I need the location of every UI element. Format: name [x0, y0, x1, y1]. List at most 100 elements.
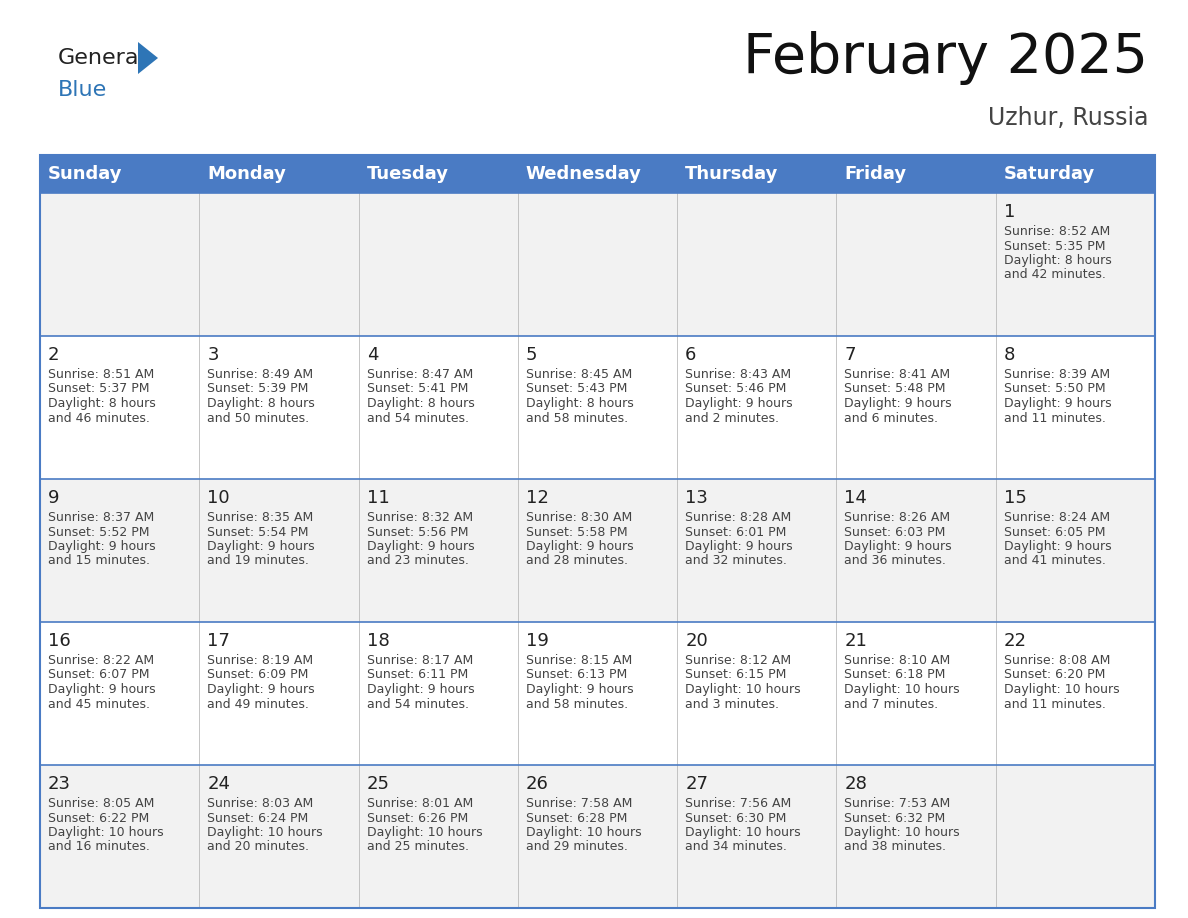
Text: Monday: Monday [207, 165, 286, 183]
Text: 10: 10 [207, 489, 230, 507]
Text: Sunrise: 8:24 AM: Sunrise: 8:24 AM [1004, 511, 1110, 524]
Text: Sunrise: 8:30 AM: Sunrise: 8:30 AM [526, 511, 632, 524]
Text: Daylight: 9 hours: Daylight: 9 hours [685, 540, 792, 553]
Text: 24: 24 [207, 775, 230, 793]
Text: and 28 minutes.: and 28 minutes. [526, 554, 627, 567]
Text: Sunrise: 8:32 AM: Sunrise: 8:32 AM [367, 511, 473, 524]
Text: Sunset: 6:26 PM: Sunset: 6:26 PM [367, 812, 468, 824]
Text: Sunset: 6:28 PM: Sunset: 6:28 PM [526, 812, 627, 824]
Bar [40, 336, 1155, 479]
Polygon shape [138, 42, 158, 74]
Text: and 11 minutes.: and 11 minutes. [1004, 698, 1106, 711]
Text: Sunset: 6:07 PM: Sunset: 6:07 PM [48, 668, 150, 681]
Text: Sunset: 6:13 PM: Sunset: 6:13 PM [526, 668, 627, 681]
Text: 1: 1 [1004, 203, 1015, 221]
Text: and 3 minutes.: and 3 minutes. [685, 698, 779, 711]
Text: Sunrise: 8:49 AM: Sunrise: 8:49 AM [207, 368, 314, 381]
Text: Daylight: 9 hours: Daylight: 9 hours [845, 540, 952, 553]
Text: Sunrise: 8:15 AM: Sunrise: 8:15 AM [526, 654, 632, 667]
Bar [40, 193, 1155, 336]
Text: and 25 minutes.: and 25 minutes. [367, 841, 468, 854]
Text: Uzhur, Russia: Uzhur, Russia [987, 106, 1148, 130]
Text: and 38 minutes.: and 38 minutes. [845, 841, 947, 854]
Text: Sunrise: 8:10 AM: Sunrise: 8:10 AM [845, 654, 950, 667]
Text: Sunrise: 8:19 AM: Sunrise: 8:19 AM [207, 654, 314, 667]
Text: Daylight: 9 hours: Daylight: 9 hours [207, 540, 315, 553]
Text: and 23 minutes.: and 23 minutes. [367, 554, 468, 567]
Text: and 45 minutes.: and 45 minutes. [48, 698, 150, 711]
Text: 12: 12 [526, 489, 549, 507]
Text: Sunset: 6:03 PM: Sunset: 6:03 PM [845, 525, 946, 539]
Text: 19: 19 [526, 632, 549, 650]
Text: Saturday: Saturday [1004, 165, 1095, 183]
Text: and 6 minutes.: and 6 minutes. [845, 411, 939, 424]
Text: 23: 23 [48, 775, 71, 793]
Text: 11: 11 [367, 489, 390, 507]
Text: 22: 22 [1004, 632, 1026, 650]
Text: Sunrise: 8:39 AM: Sunrise: 8:39 AM [1004, 368, 1110, 381]
Text: Sunset: 6:01 PM: Sunset: 6:01 PM [685, 525, 786, 539]
Text: Daylight: 10 hours: Daylight: 10 hours [845, 683, 960, 696]
Text: Sunset: 6:20 PM: Sunset: 6:20 PM [1004, 668, 1105, 681]
Text: Daylight: 10 hours: Daylight: 10 hours [1004, 683, 1119, 696]
Text: Sunset: 6:30 PM: Sunset: 6:30 PM [685, 812, 786, 824]
Text: Wednesday: Wednesday [526, 165, 642, 183]
Text: 4: 4 [367, 346, 378, 364]
Text: Sunrise: 8:35 AM: Sunrise: 8:35 AM [207, 511, 314, 524]
Text: Sunrise: 8:41 AM: Sunrise: 8:41 AM [845, 368, 950, 381]
Text: and 15 minutes.: and 15 minutes. [48, 554, 150, 567]
Text: Sunset: 5:52 PM: Sunset: 5:52 PM [48, 525, 150, 539]
Text: Sunset: 5:58 PM: Sunset: 5:58 PM [526, 525, 627, 539]
Text: 27: 27 [685, 775, 708, 793]
Text: and 58 minutes.: and 58 minutes. [526, 411, 628, 424]
Text: 7: 7 [845, 346, 855, 364]
Text: Sunrise: 8:22 AM: Sunrise: 8:22 AM [48, 654, 154, 667]
Text: Daylight: 9 hours: Daylight: 9 hours [526, 540, 633, 553]
Text: Sunset: 6:22 PM: Sunset: 6:22 PM [48, 812, 150, 824]
Text: Sunrise: 8:08 AM: Sunrise: 8:08 AM [1004, 654, 1110, 667]
Text: 3: 3 [207, 346, 219, 364]
Text: Daylight: 10 hours: Daylight: 10 hours [207, 826, 323, 839]
Text: and 11 minutes.: and 11 minutes. [1004, 411, 1106, 424]
Text: Friday: Friday [845, 165, 906, 183]
Text: and 16 minutes.: and 16 minutes. [48, 841, 150, 854]
Text: Sunset: 6:09 PM: Sunset: 6:09 PM [207, 668, 309, 681]
Text: Daylight: 9 hours: Daylight: 9 hours [685, 397, 792, 410]
Text: Sunrise: 7:53 AM: Sunrise: 7:53 AM [845, 797, 950, 810]
Text: Sunrise: 8:28 AM: Sunrise: 8:28 AM [685, 511, 791, 524]
Text: Sunset: 5:50 PM: Sunset: 5:50 PM [1004, 383, 1105, 396]
Text: 17: 17 [207, 632, 230, 650]
Text: Thursday: Thursday [685, 165, 778, 183]
Text: Daylight: 10 hours: Daylight: 10 hours [845, 826, 960, 839]
Bar [40, 479, 1155, 622]
Text: 6: 6 [685, 346, 696, 364]
Text: 5: 5 [526, 346, 537, 364]
Text: and 19 minutes.: and 19 minutes. [207, 554, 309, 567]
Text: Sunset: 6:24 PM: Sunset: 6:24 PM [207, 812, 309, 824]
Text: Sunset: 6:15 PM: Sunset: 6:15 PM [685, 668, 786, 681]
Text: Daylight: 8 hours: Daylight: 8 hours [526, 397, 633, 410]
Text: Sunrise: 7:58 AM: Sunrise: 7:58 AM [526, 797, 632, 810]
Text: Daylight: 9 hours: Daylight: 9 hours [48, 540, 156, 553]
Text: Sunrise: 8:37 AM: Sunrise: 8:37 AM [48, 511, 154, 524]
Text: and 20 minutes.: and 20 minutes. [207, 841, 309, 854]
Text: and 58 minutes.: and 58 minutes. [526, 698, 628, 711]
Text: 13: 13 [685, 489, 708, 507]
Text: Sunrise: 8:52 AM: Sunrise: 8:52 AM [1004, 225, 1110, 238]
Text: and 42 minutes.: and 42 minutes. [1004, 268, 1106, 282]
Text: Daylight: 9 hours: Daylight: 9 hours [1004, 397, 1111, 410]
Text: Daylight: 9 hours: Daylight: 9 hours [1004, 540, 1111, 553]
Text: Daylight: 9 hours: Daylight: 9 hours [367, 540, 474, 553]
Text: Sunrise: 8:51 AM: Sunrise: 8:51 AM [48, 368, 154, 381]
Text: Daylight: 9 hours: Daylight: 9 hours [526, 683, 633, 696]
Text: and 7 minutes.: and 7 minutes. [845, 698, 939, 711]
Text: Sunset: 5:48 PM: Sunset: 5:48 PM [845, 383, 946, 396]
Text: Sunrise: 8:12 AM: Sunrise: 8:12 AM [685, 654, 791, 667]
Text: Daylight: 10 hours: Daylight: 10 hours [685, 826, 801, 839]
Text: and 36 minutes.: and 36 minutes. [845, 554, 947, 567]
Text: Daylight: 8 hours: Daylight: 8 hours [48, 397, 156, 410]
Text: Sunrise: 8:47 AM: Sunrise: 8:47 AM [367, 368, 473, 381]
Text: Daylight: 9 hours: Daylight: 9 hours [367, 683, 474, 696]
Text: Sunrise: 8:05 AM: Sunrise: 8:05 AM [48, 797, 154, 810]
Text: 15: 15 [1004, 489, 1026, 507]
